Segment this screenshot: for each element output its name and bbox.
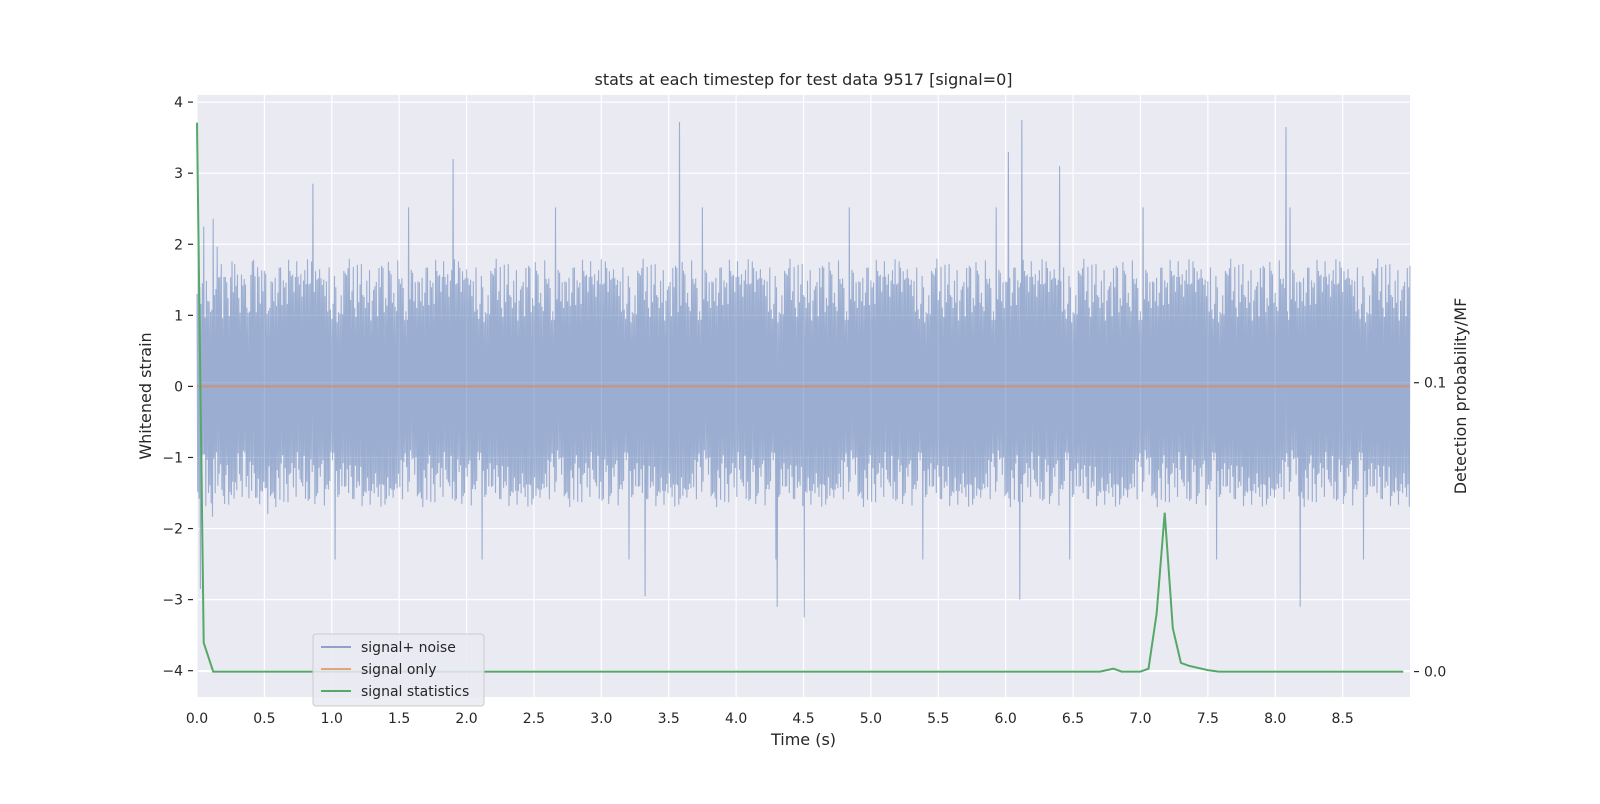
x-tick-label: 0.5 [253,711,275,727]
x-tick-label: 6.0 [995,711,1017,727]
legend-entry-label: signal+ noise [361,640,456,656]
y-tick-label: 2 [174,237,183,253]
y2-tick-label: 0.0 [1424,665,1446,681]
x-tick-label: 2.5 [523,711,545,727]
x-tick-label: 1.5 [388,711,410,727]
y-tick-label: 1 [174,308,183,324]
y-axis-label: Whitened strain [136,332,155,459]
x-tick-label: 6.5 [1062,711,1084,727]
legend-entry-label: signal statistics [361,684,469,700]
y-tick-label: 4 [174,95,183,111]
x-tick-label: 7.0 [1129,711,1151,727]
x-tick-label: 8.5 [1331,711,1353,727]
y-tick-label: −4 [162,664,183,680]
y-tick-label: −1 [162,450,183,466]
tick-labels: 0.0 0.5 1.0 1.5 2.0 2.5 3.0 3.5 4.0 4.5 5.0 5.5 6.0 6… [162,95,1446,727]
x-tick-label: 7.5 [1197,711,1219,727]
x-tick-label: 5.5 [927,711,949,727]
y-tick-label: −3 [162,593,183,609]
x-tick-label: 3.5 [658,711,680,727]
x-tick-label: 4.0 [725,711,747,727]
legend: signal+ noise signal only signal statistic… [312,633,485,707]
y2-axis-label: Detection probability/MF [1451,298,1470,495]
x-tick-label: 2.0 [455,711,477,727]
chart-title: stats at each timestep for test data 951… [594,70,1012,89]
series-signal-noise-line [196,119,1411,618]
legend-box [312,633,485,707]
x-tick-label: 3.0 [590,711,612,727]
y-tick-label: −2 [162,522,183,538]
x-tick-label: 5.0 [860,711,882,727]
y2-tick-label: 0.1 [1424,376,1446,392]
y-tick-label: 0 [174,379,183,395]
x-axis-label: Time (s) [770,730,836,749]
x-tick-label: 8.0 [1264,711,1286,727]
x-tick-label: 4.5 [792,711,814,727]
x-tick-label: 0.0 [186,711,208,727]
y-tick-label: 3 [174,166,183,182]
x-tick-label: 1.0 [321,711,343,727]
legend-entry-label: signal only [361,662,436,678]
